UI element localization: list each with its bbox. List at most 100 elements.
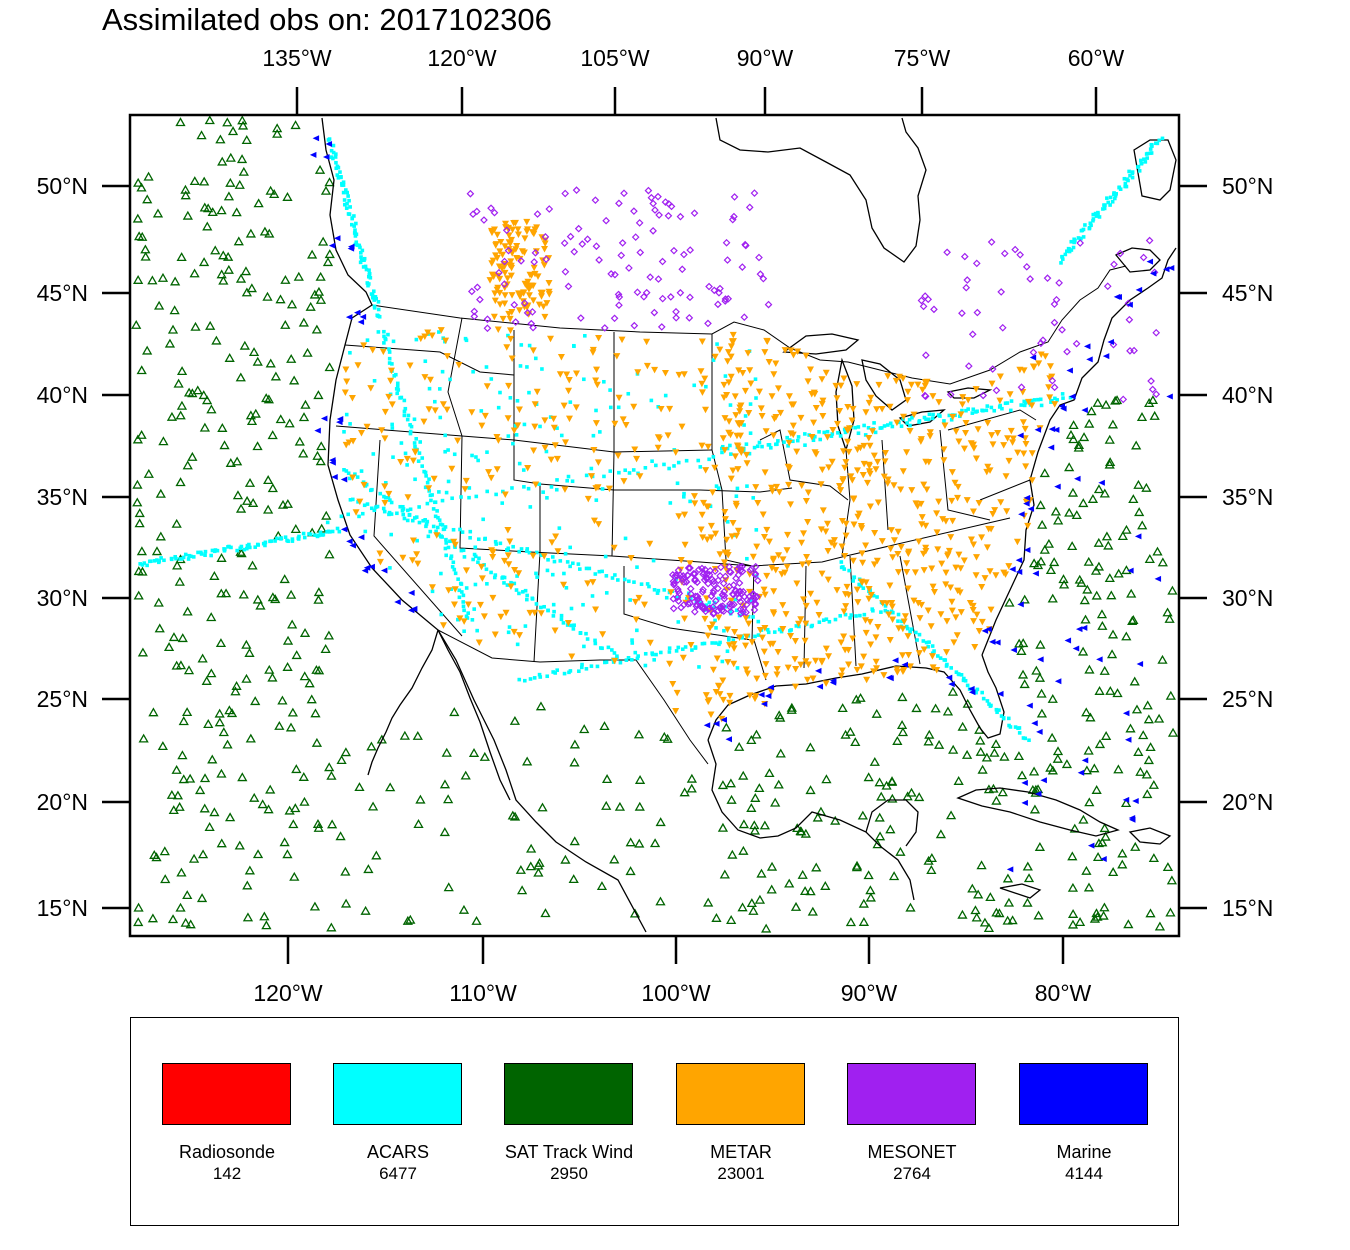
metar-marker <box>878 538 886 545</box>
metar-marker <box>969 607 977 614</box>
acars-marker <box>698 465 703 469</box>
acars-marker <box>1106 200 1111 205</box>
acars-marker <box>654 463 658 468</box>
mesonet-marker <box>733 565 742 573</box>
metar-marker <box>636 473 644 480</box>
metar-marker <box>703 536 711 544</box>
metar-marker <box>860 460 868 468</box>
sat-marker <box>214 708 225 718</box>
acars-marker <box>353 242 358 247</box>
acars-marker <box>452 567 457 572</box>
metar-marker <box>997 499 1005 506</box>
sat-marker <box>1166 875 1178 885</box>
marine-marker <box>329 459 336 466</box>
mesonet-marker <box>572 186 581 194</box>
acars-marker <box>995 710 999 715</box>
mesonet-marker <box>676 212 685 221</box>
acars-marker <box>626 655 631 660</box>
metar-marker <box>698 442 706 450</box>
acars-marker <box>1160 136 1165 141</box>
sat-marker <box>1034 672 1046 682</box>
legend-item-sat-track-wind: SAT Track Wind 2950 <box>504 1018 635 1227</box>
metar-marker <box>969 541 977 549</box>
metar-marker <box>619 416 627 423</box>
sat-marker <box>311 737 323 747</box>
marine-marker <box>1080 624 1088 631</box>
metar-marker <box>411 448 419 456</box>
acars-marker <box>348 350 352 355</box>
sat-marker <box>989 747 1000 757</box>
acars-marker <box>342 467 346 472</box>
acars-marker <box>636 654 641 658</box>
metar-marker <box>761 349 769 356</box>
sat-marker <box>1133 479 1144 489</box>
metar-marker <box>904 397 912 404</box>
sat-marker <box>679 787 690 797</box>
metar-marker <box>969 508 977 516</box>
acars-marker <box>635 656 640 661</box>
metar-marker <box>829 426 837 434</box>
sat-marker <box>845 917 857 927</box>
acars-marker <box>389 512 394 516</box>
acars-marker <box>358 260 363 265</box>
acars-marker <box>331 156 335 161</box>
acars-marker <box>479 409 484 413</box>
metar-marker <box>741 387 749 395</box>
sat-marker <box>905 902 916 912</box>
metar-marker <box>824 548 832 555</box>
sat-marker <box>154 623 165 633</box>
acars-marker <box>1060 257 1065 261</box>
metar-marker <box>888 599 896 607</box>
metar-marker <box>849 557 857 565</box>
legend-item-mesonet: MESONET 2764 <box>847 1018 978 1227</box>
acars-marker <box>610 648 614 652</box>
acars-marker <box>540 367 544 371</box>
acars-marker <box>674 649 679 653</box>
mesonet-marker <box>529 323 537 332</box>
sat-marker <box>1103 540 1114 550</box>
mesonet-marker <box>755 253 763 262</box>
sat-marker <box>850 737 861 747</box>
acars-marker <box>772 630 777 634</box>
acars-marker <box>715 342 719 346</box>
acars-marker <box>930 644 935 648</box>
top-lon-label: 120°W <box>427 45 497 71</box>
sat-marker <box>180 190 191 200</box>
mesonet-marker <box>685 313 694 322</box>
acars-marker <box>1036 397 1040 402</box>
acars-marker <box>932 649 936 653</box>
acars-marker <box>436 515 440 520</box>
acars-marker <box>525 549 529 553</box>
acars-marker <box>1008 408 1013 413</box>
mesonet-marker <box>759 274 768 283</box>
acars-marker <box>532 676 537 680</box>
acars-marker <box>615 654 619 658</box>
sat-marker <box>1002 915 1013 925</box>
sat-marker <box>1023 873 1035 883</box>
acars-marker <box>926 417 931 422</box>
metar-marker <box>800 530 808 537</box>
acars-marker <box>449 556 453 561</box>
metar-marker <box>399 554 407 562</box>
state-borders <box>335 265 1127 765</box>
sat-marker <box>242 880 253 890</box>
sat-marker <box>280 274 291 284</box>
sat-marker <box>525 861 536 871</box>
acars-marker <box>1094 214 1099 218</box>
metar-marker <box>731 453 739 460</box>
sat-marker <box>290 524 301 534</box>
metar-marker <box>506 327 514 334</box>
legend-count: 4144 <box>1065 1164 1103 1183</box>
metar-marker <box>524 226 532 233</box>
acars-marker <box>863 433 868 437</box>
sat-marker <box>267 672 278 682</box>
acars-marker <box>975 687 980 692</box>
metar-marker <box>730 645 738 652</box>
acars-marker <box>389 500 394 505</box>
acars-marker <box>965 683 970 688</box>
sat-marker <box>227 126 239 136</box>
sat-marker <box>202 221 213 231</box>
metar-marker <box>916 615 924 622</box>
legend-count: 142 <box>212 1164 242 1183</box>
mesonet-marker <box>1039 336 1047 345</box>
